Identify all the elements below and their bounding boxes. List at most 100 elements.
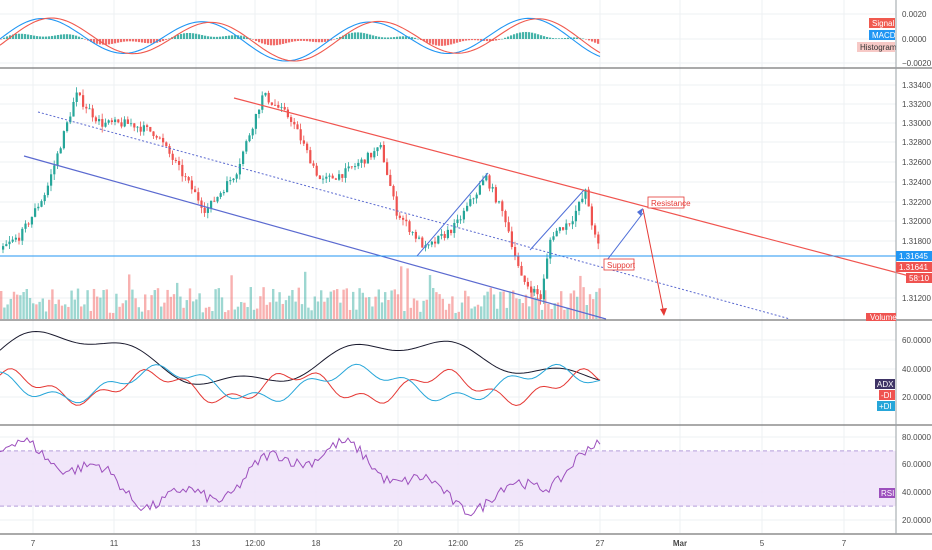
- volume-bar: [569, 293, 572, 319]
- candle-body: [251, 128, 254, 136]
- macd-histogram-bar: [582, 38, 585, 40]
- macd-histogram-bar: [348, 33, 351, 39]
- x-axis-tick-label: Mar: [673, 539, 687, 548]
- candle-body: [466, 205, 469, 211]
- volume-bar: [473, 306, 476, 319]
- volume-bar: [323, 301, 326, 319]
- volume-bar: [332, 290, 336, 319]
- volume-bar: [256, 308, 259, 319]
- candle-body: [507, 222, 510, 232]
- volume-bar: [339, 302, 342, 319]
- macd-histogram-bar: [474, 39, 477, 41]
- candle-body: [542, 278, 545, 300]
- macd-panel[interactable]: Signal MACD Histogram: [0, 17, 897, 62]
- volume-bar: [416, 300, 419, 319]
- rsi-line: [0, 437, 601, 517]
- price-y-tick-label: 1.32400: [902, 178, 931, 187]
- macd-histogram-bar: [471, 39, 474, 41]
- candle-body: [450, 229, 453, 234]
- candle-body: [56, 153, 59, 166]
- macd-histogram-bar: [255, 39, 258, 41]
- macd-histogram-bar: [144, 39, 147, 43]
- macd-histogram-bar: [414, 37, 417, 39]
- volume-bar: [528, 306, 531, 319]
- volume-bar: [44, 311, 48, 319]
- volume-bar: [457, 311, 460, 319]
- macd-histogram-bar: [552, 38, 555, 39]
- candle-body: [309, 150, 312, 164]
- candle-body: [27, 223, 30, 225]
- candle-body: [104, 122, 107, 127]
- dmi-legend-label-1: -DI: [881, 391, 892, 400]
- macd-histogram-bar: [117, 39, 120, 43]
- macd-histogram-bar: [555, 38, 558, 39]
- volume-bar: [361, 292, 364, 319]
- volume-bar: [566, 307, 569, 319]
- macd-histogram-bar: [3, 37, 6, 39]
- volume-bar: [265, 304, 268, 319]
- macd-histogram-bar: [69, 34, 72, 39]
- volume-bar: [483, 295, 486, 319]
- candle-body: [363, 159, 366, 164]
- volume-bar: [492, 294, 496, 319]
- macd-histogram-bar: [24, 34, 27, 39]
- macd-histogram-bar: [234, 35, 237, 39]
- macd-histogram-bar: [123, 39, 126, 42]
- candle-body: [382, 144, 385, 163]
- dmi-panel[interactable]: ADX -DI +DI: [0, 330, 895, 412]
- volume-bar: [406, 268, 409, 319]
- macd-histogram-bar: [486, 39, 489, 42]
- macd-legend-label-1: MACD: [872, 31, 896, 40]
- macd-histogram-bar: [21, 33, 24, 39]
- candle-body: [91, 108, 94, 118]
- macd-histogram-bar: [360, 32, 363, 39]
- candle-body: [472, 198, 475, 200]
- macd-legend-label-0: Signal: [872, 19, 894, 28]
- macd-histogram-bar: [336, 38, 339, 39]
- volume-bar: [384, 292, 387, 319]
- price-panel[interactable]: Resistance Support: [0, 87, 932, 320]
- volume-bar: [112, 312, 115, 319]
- candle-body: [11, 239, 14, 242]
- macd-histogram-bar: [219, 36, 222, 39]
- volume-bar: [432, 287, 435, 319]
- candle-body: [30, 216, 33, 225]
- macd-histogram-bar: [126, 39, 129, 42]
- macd-histogram-bar: [78, 36, 81, 39]
- candle-body: [146, 125, 149, 127]
- projection-down-arrow: [642, 208, 665, 315]
- candle-body: [203, 207, 206, 213]
- volume-bar: [38, 301, 41, 319]
- candle-body: [501, 201, 504, 212]
- candle-body: [366, 152, 369, 164]
- candle-body: [187, 177, 190, 181]
- candle-body: [354, 166, 357, 168]
- candle-body: [514, 247, 517, 257]
- dmi-legend-label-0: ADX: [877, 380, 894, 389]
- candle-body: [517, 256, 520, 266]
- macd-histogram-bar: [573, 37, 576, 39]
- volume-bar: [470, 308, 473, 319]
- macd-histogram-bar: [576, 37, 579, 39]
- candle-body: [408, 221, 411, 233]
- macd-histogram-bar: [249, 38, 252, 39]
- volume-bar: [9, 298, 12, 319]
- volume-bar: [64, 304, 67, 319]
- macd-histogram-bar: [429, 39, 432, 44]
- volume-bar: [6, 304, 9, 319]
- macd-histogram-bar: [6, 36, 9, 39]
- macd-histogram-bar: [168, 38, 171, 40]
- candle-body: [341, 174, 344, 178]
- volume-bar: [371, 306, 374, 319]
- macd-histogram-bar: [132, 39, 135, 42]
- rsi-panel[interactable]: RSI: [0, 437, 896, 517]
- candle-body: [370, 152, 373, 158]
- candle-body: [395, 196, 398, 216]
- volume-label: Volume: [870, 313, 897, 322]
- volume-bar: [524, 294, 528, 319]
- macd-histogram-bar: [384, 37, 387, 39]
- candle-body: [485, 175, 488, 181]
- macd-histogram-bar: [207, 36, 210, 39]
- volume-bar: [326, 297, 329, 319]
